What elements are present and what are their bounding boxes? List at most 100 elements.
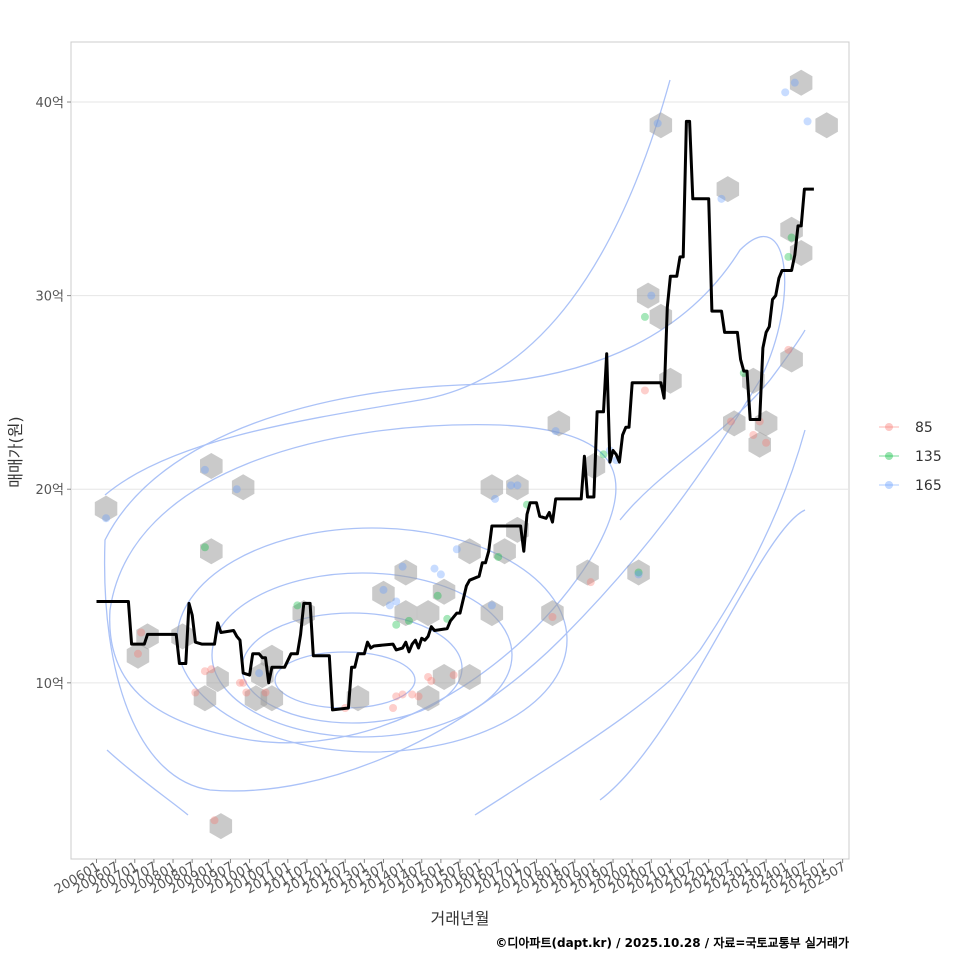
point-85	[239, 678, 248, 687]
point-85	[235, 678, 244, 687]
point-85	[261, 688, 270, 697]
hexbin	[480, 600, 504, 627]
hexbin	[200, 538, 223, 565]
y-axis: 10억 20억 30억 40억	[35, 96, 71, 692]
point-85	[427, 676, 436, 685]
hexbin	[200, 453, 223, 479]
hexbin	[815, 112, 838, 139]
hexbin	[723, 410, 746, 437]
point-85	[414, 692, 423, 701]
legend-label: 85	[915, 420, 933, 436]
hexbin	[716, 176, 740, 203]
median-price-line	[96, 119, 814, 712]
hexbin	[394, 600, 418, 627]
point-135	[787, 233, 796, 242]
point-135	[392, 620, 401, 629]
hexbin	[126, 642, 150, 669]
legend: 85 135 165	[879, 420, 942, 494]
density-contour	[106, 749, 189, 816]
y-axis-title: 매매가(원)	[6, 416, 25, 487]
hexbin	[394, 559, 418, 586]
point-85	[749, 431, 758, 440]
density-contour	[619, 329, 806, 521]
hexbin	[506, 474, 529, 501]
point-165	[551, 427, 560, 436]
legend-key-point	[885, 481, 893, 489]
caption: ©디아파트(dapt.kr) / 2025.10.28 / 자료=국토교통부 실…	[495, 935, 849, 950]
hexbin	[209, 813, 233, 840]
point-165	[392, 597, 401, 606]
point-85	[389, 703, 398, 712]
x-axis-title: 거래년월	[431, 909, 490, 928]
point-85	[408, 690, 417, 699]
point-135	[200, 543, 209, 552]
point-165	[507, 481, 516, 490]
hexbin	[748, 431, 771, 458]
density-contour	[599, 509, 806, 801]
hexbin	[458, 538, 481, 565]
point-165	[379, 585, 388, 594]
point-85	[137, 628, 146, 637]
point-85	[424, 673, 433, 682]
hexbin	[94, 495, 118, 522]
point-165	[385, 601, 394, 610]
point-85	[548, 612, 557, 621]
hexbin	[372, 580, 395, 607]
point-135	[433, 591, 442, 600]
point-165	[487, 601, 496, 610]
hexbin	[458, 664, 481, 690]
point-135	[784, 252, 793, 261]
hexbin	[260, 685, 284, 712]
point-165	[102, 514, 111, 523]
point-165	[513, 481, 522, 490]
density-contour	[211, 572, 513, 738]
legend-key-point	[885, 423, 893, 431]
point-165	[430, 564, 439, 573]
point-135	[404, 616, 413, 625]
point-135	[293, 601, 302, 610]
point-165	[717, 194, 726, 203]
point-85	[449, 671, 458, 680]
point-85	[242, 688, 251, 697]
point-135	[599, 450, 608, 459]
point-165	[653, 119, 662, 128]
hexbin	[480, 474, 504, 501]
hexbin	[416, 600, 440, 627]
hexbin	[493, 538, 516, 565]
point-85	[210, 816, 219, 825]
point-85	[586, 578, 595, 587]
hexbin	[206, 666, 229, 692]
point-135	[634, 568, 643, 577]
point-165	[491, 494, 500, 503]
point-85	[727, 417, 736, 426]
point-85	[191, 688, 200, 697]
point-85	[784, 345, 793, 354]
point-165	[647, 291, 656, 300]
hexbin	[649, 112, 673, 139]
point-85	[398, 690, 407, 699]
legend-key-point	[885, 452, 893, 460]
point-165	[255, 669, 264, 678]
hexbin	[627, 559, 650, 586]
point-85	[200, 667, 209, 676]
point-135	[640, 312, 649, 321]
density-contour	[104, 79, 671, 496]
legend-label: 165	[915, 478, 942, 494]
y-tick-label: 40억	[35, 96, 64, 111]
hexbin	[547, 410, 571, 437]
density-contour	[474, 429, 806, 816]
point-165	[232, 485, 241, 494]
point-165	[803, 117, 812, 126]
point-165	[452, 545, 461, 554]
hexbin	[231, 474, 255, 501]
hexbin	[346, 685, 370, 712]
point-165	[436, 570, 445, 579]
y-tick-label: 20억	[35, 483, 64, 498]
hexbin	[416, 685, 440, 712]
point-165	[790, 78, 799, 87]
point-85	[207, 665, 216, 674]
hexbin	[789, 69, 813, 96]
hexbin	[193, 685, 217, 712]
hexbin	[576, 559, 599, 586]
